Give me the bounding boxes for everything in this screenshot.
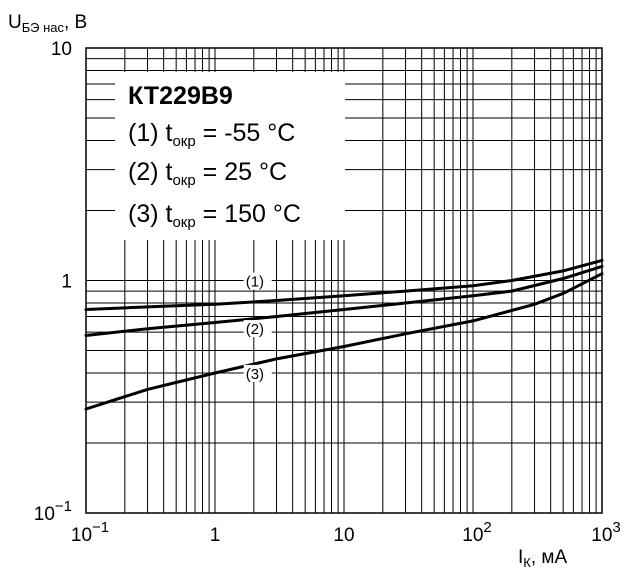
series-label-bg-2 bbox=[243, 320, 272, 338]
x-tick-label-2: 10 bbox=[333, 525, 354, 546]
legend-title: КТ229В9 bbox=[128, 82, 233, 110]
legend-entry-3: (3) tокр = 150 °C bbox=[128, 200, 301, 231]
x-tick-label-1: 1 bbox=[210, 525, 221, 546]
series-line-3 bbox=[84, 272, 604, 411]
series-label-3: (3) bbox=[246, 366, 264, 383]
tick-labels: 10−1 1 10 102 103 10−1 1 10 bbox=[34, 39, 621, 546]
y-tick-label-1: 1 bbox=[61, 272, 72, 293]
legend-box bbox=[115, 72, 345, 240]
y-tick-label-2: 10 bbox=[51, 39, 72, 60]
x-tick-label-4: 103 bbox=[591, 519, 620, 546]
plot-frame bbox=[85, 47, 603, 514]
y-tick-label-0: 10−1 bbox=[34, 498, 72, 525]
series-label-bg-3 bbox=[243, 364, 272, 382]
series-line-2 bbox=[84, 264, 604, 337]
series-line-1 bbox=[84, 258, 604, 311]
y-axis-label: UБЭ нас, В bbox=[8, 12, 87, 35]
x-tick-label-3: 102 bbox=[462, 519, 491, 546]
series-label-2: (2) bbox=[246, 321, 264, 338]
legend-entry-2: (2) tокр = 25 °C bbox=[128, 158, 287, 189]
x-tick-label-0: 10−1 bbox=[71, 519, 109, 546]
curve-labels: (1) (2) (3) bbox=[243, 272, 272, 383]
x-axis-label: IК, мА bbox=[518, 547, 567, 570]
curves bbox=[84, 258, 604, 411]
legend-entry-1: (1) tокр = -55 °C bbox=[128, 119, 295, 150]
series-label-1: (1) bbox=[246, 274, 264, 291]
legend: КТ229В9 (1) tокр = -55 °C (2) tокр = 25 … bbox=[128, 82, 301, 231]
series-label-bg-1 bbox=[243, 272, 272, 290]
